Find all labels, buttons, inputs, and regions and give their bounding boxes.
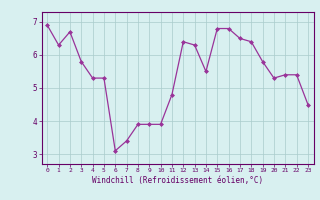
X-axis label: Windchill (Refroidissement éolien,°C): Windchill (Refroidissement éolien,°C) <box>92 176 263 185</box>
